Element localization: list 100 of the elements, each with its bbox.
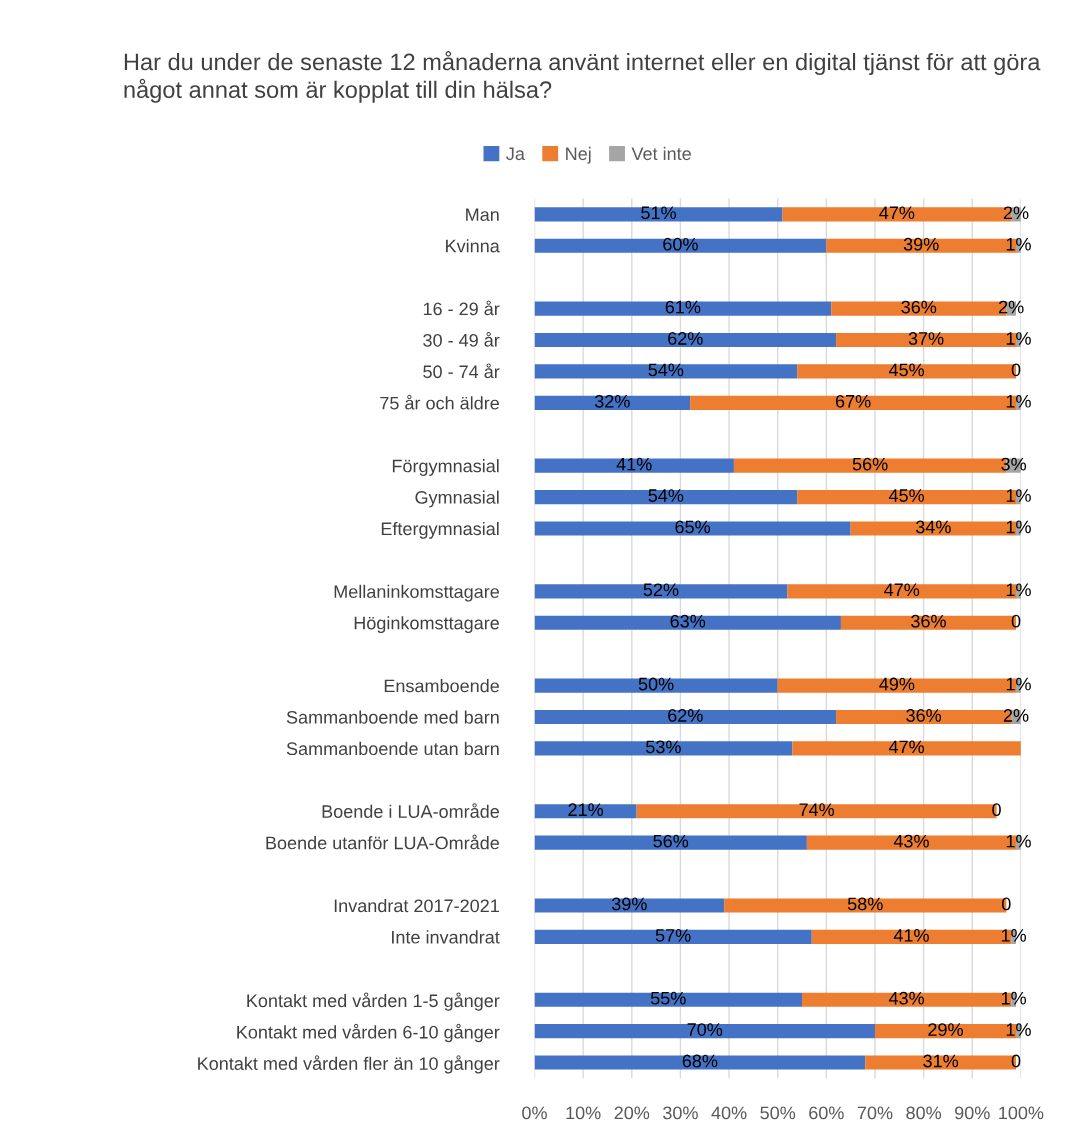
data-label: 36% [911, 614, 946, 628]
data-label: 51% [641, 206, 676, 220]
y-tick-label: Invandrat 2017-2021 [334, 898, 499, 913]
y-tick-label: Mellaninkomsttagare [334, 584, 499, 602]
data-label: 1% [1006, 394, 1031, 408]
x-tick-label: 30% [663, 1106, 698, 1120]
bar [534, 804, 637, 819]
bar [534, 709, 837, 725]
y-tick-label: Kontakt med vården fler än 10 gånger [198, 1055, 500, 1074]
y-tick-label: Höginkomsttagare [354, 616, 499, 634]
data-label: 49% [879, 677, 915, 691]
bar [534, 678, 778, 693]
y-tick-label: Inte invandrat [392, 930, 500, 944]
data-label: 1% [1001, 991, 1026, 1005]
data-label: 37% [908, 332, 944, 345]
y-tick-label: Boende utanför LUA-Område [266, 834, 499, 850]
legend-label: Ja [506, 147, 525, 161]
bar [534, 992, 803, 1007]
data-label: 45% [888, 363, 925, 377]
data-label: 1% [1006, 237, 1031, 251]
data-label: 61% [665, 300, 701, 314]
data-label: 2% [1003, 709, 1029, 722]
x-tick-label: 70% [857, 1106, 893, 1120]
data-label: 1% [1006, 677, 1031, 691]
bar [534, 835, 807, 850]
x-tick-label: 0% [522, 1106, 547, 1120]
data-label: 2% [1003, 206, 1029, 220]
bar [792, 741, 1021, 756]
data-label: 0 [1011, 363, 1021, 377]
data-label: 41% [893, 929, 929, 942]
data-label: 32% [594, 394, 630, 408]
data-label: 62% [668, 709, 703, 722]
bar [534, 332, 837, 348]
bar [534, 490, 798, 505]
data-label: 34% [915, 520, 951, 534]
data-label: 1% [1006, 520, 1031, 534]
y-tick-label: Förgymnasial [392, 459, 499, 476]
x-tick-label: 40% [711, 1106, 747, 1120]
x-tick-label: 60% [809, 1106, 844, 1120]
data-label: 1% [1006, 583, 1031, 597]
data-label: 39% [903, 237, 939, 251]
data-label: 68% [682, 1054, 718, 1068]
data-label: 47% [884, 583, 920, 597]
data-label: 47% [888, 740, 925, 754]
y-tick-label: 16 - 29 år [423, 300, 500, 316]
data-label: 0 [1011, 1054, 1021, 1068]
data-label: 39% [611, 897, 647, 911]
y-tick-label: 30 - 49 år [423, 331, 500, 347]
data-label: 1% [1001, 929, 1026, 942]
data-label: 56% [852, 457, 888, 471]
data-label: 36% [906, 709, 942, 722]
data-label: 31% [923, 1054, 959, 1068]
bar [534, 364, 798, 379]
bar [534, 615, 841, 630]
bar [534, 395, 691, 410]
data-label: 65% [675, 520, 711, 534]
bar [534, 301, 832, 316]
data-label: 60% [663, 237, 698, 251]
data-label: 70% [687, 1023, 723, 1036]
data-label: 67% [835, 394, 871, 408]
data-label: 36% [901, 300, 937, 314]
data-label: 57% [655, 929, 691, 942]
data-label: 43% [893, 834, 929, 848]
x-tick-label: 90% [955, 1106, 990, 1120]
bar [534, 1055, 866, 1070]
data-label: 56% [653, 834, 689, 848]
bar [534, 521, 851, 536]
bar [534, 584, 788, 599]
y-tick-label: Ensamboende [384, 679, 499, 693]
data-label: 1% [1006, 332, 1031, 345]
data-label: 0 [1011, 614, 1021, 628]
y-tick-label: Boende i LUA-område [322, 803, 499, 818]
data-label: 52% [643, 583, 679, 597]
data-label: 55% [650, 991, 686, 1005]
data-label: 1% [1006, 834, 1031, 848]
data-label: 54% [648, 363, 684, 377]
data-label: 29% [928, 1023, 963, 1036]
x-tick-label: 80% [906, 1106, 942, 1120]
data-label: 0 [992, 803, 1001, 817]
data-label: 50% [638, 677, 674, 691]
y-tick-label: 75 år och äldre [380, 394, 499, 410]
data-label: 43% [888, 991, 925, 1005]
y-tick-label: Kvinna [446, 239, 500, 253]
bar [534, 1024, 875, 1039]
x-tick-label: 20% [614, 1106, 650, 1120]
data-label: 1% [1006, 1023, 1031, 1036]
y-tick-label: Gymnasial [415, 490, 499, 508]
chart-title: Har du under de senaste 12 månaderna använt internet eller en digital tjänst för att göra något annat som är kopplat till din hälsa? [124, 51, 1041, 103]
y-tick-label: 50 - 74 år [423, 363, 500, 379]
y-tick-label: Sammanboende utan barn [286, 741, 499, 756]
x-tick-label: 10% [566, 1106, 601, 1120]
data-label: 2% [999, 300, 1024, 314]
data-label: 47% [879, 206, 915, 220]
legend-label: Vet inte [631, 146, 691, 161]
data-label: 74% [799, 803, 835, 816]
y-tick-label: Sammanboende med barn [286, 710, 499, 724]
y-tick-label: Man [466, 208, 499, 222]
bar [534, 929, 812, 944]
data-label: 62% [668, 332, 703, 345]
bar [534, 898, 725, 913]
